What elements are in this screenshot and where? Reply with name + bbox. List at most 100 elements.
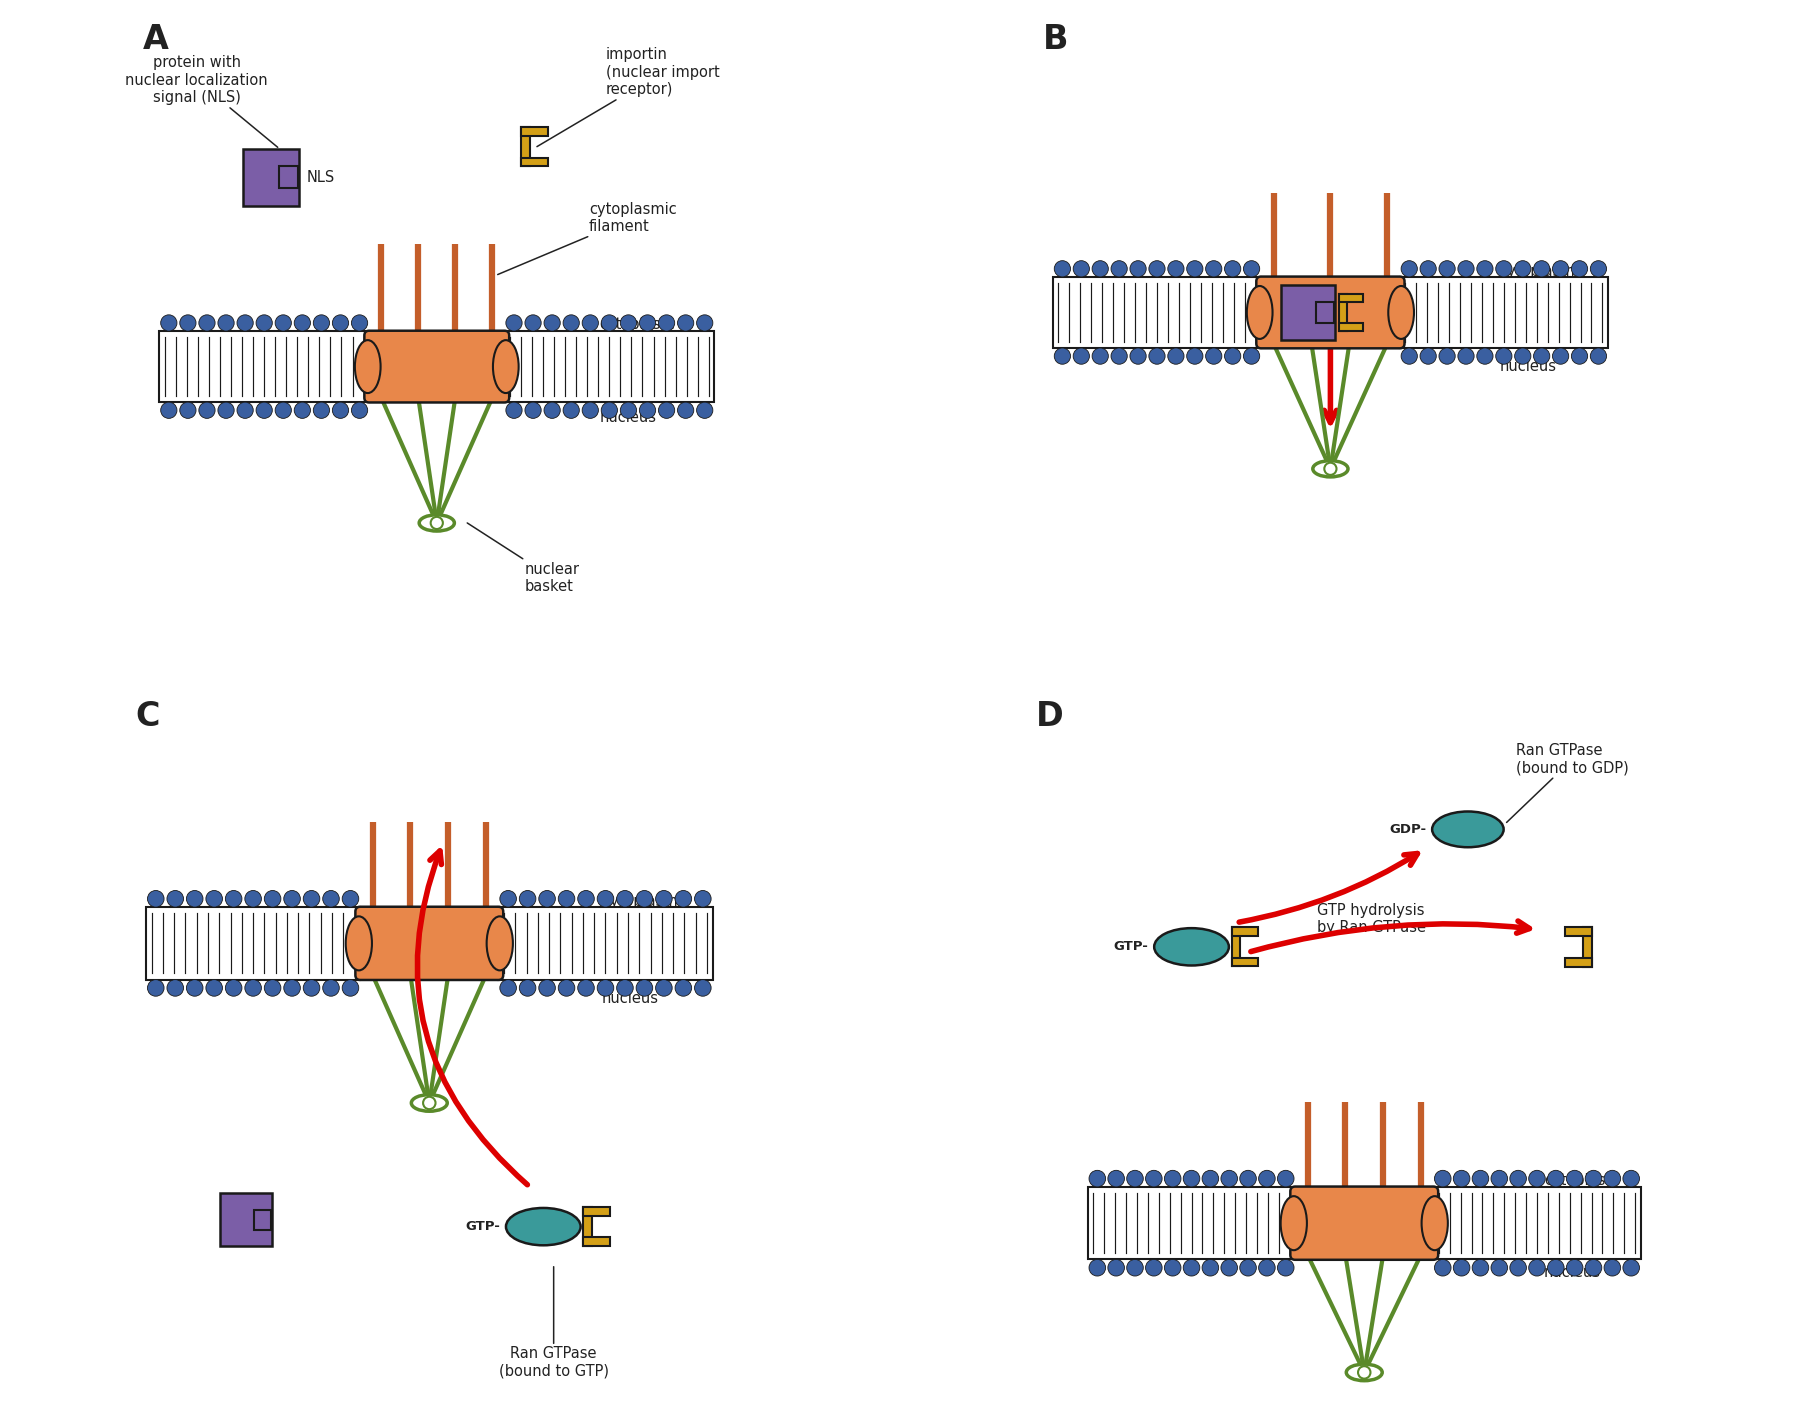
Circle shape [640,402,655,419]
Bar [1088,1187,1295,1259]
Circle shape [1130,261,1146,276]
Circle shape [322,980,340,997]
Ellipse shape [1281,1196,1306,1251]
Text: cytoplasmic
filament: cytoplasmic filament [498,202,677,275]
Circle shape [655,891,673,907]
Bar [522,127,548,135]
Circle shape [1533,348,1550,364]
Circle shape [538,980,555,997]
Circle shape [1244,348,1261,364]
Circle shape [558,891,575,907]
Circle shape [333,314,349,331]
Circle shape [526,314,542,331]
Circle shape [1244,261,1261,276]
Bar [146,907,360,980]
Circle shape [1566,1259,1583,1276]
FancyArrowPatch shape [1239,853,1417,922]
Circle shape [655,980,673,997]
Circle shape [1130,348,1146,364]
Circle shape [1090,1170,1106,1187]
Circle shape [1221,1170,1237,1187]
Circle shape [658,402,675,419]
Circle shape [284,980,300,997]
Circle shape [1421,261,1437,276]
Circle shape [697,314,713,331]
Circle shape [695,891,711,907]
Circle shape [1150,348,1166,364]
Text: cytoplasm: cytoplasm [1499,264,1575,279]
Circle shape [264,891,280,907]
Circle shape [617,980,633,997]
Circle shape [256,402,273,419]
Circle shape [578,980,595,997]
Circle shape [206,980,222,997]
Circle shape [246,980,262,997]
Circle shape [236,314,253,331]
Circle shape [246,891,262,907]
Circle shape [1457,348,1473,364]
Circle shape [1182,1259,1201,1276]
Circle shape [1401,261,1417,276]
Circle shape [1150,261,1166,276]
Circle shape [500,980,517,997]
Bar [253,1210,271,1230]
Circle shape [1604,1170,1621,1187]
Bar [1339,293,1346,331]
Ellipse shape [493,340,518,393]
Circle shape [180,314,196,331]
Ellipse shape [1388,286,1413,338]
Circle shape [431,517,442,529]
Ellipse shape [418,515,455,532]
Circle shape [1552,261,1568,276]
Circle shape [675,891,691,907]
Circle shape [147,980,164,997]
Circle shape [602,314,617,331]
Circle shape [218,314,235,331]
Circle shape [620,402,637,419]
Circle shape [695,980,711,997]
Circle shape [1206,261,1222,276]
Bar [498,907,713,980]
Circle shape [506,402,522,419]
Circle shape [1572,261,1588,276]
Text: GTP hydrolysis
by Ran GTPase: GTP hydrolysis by Ran GTPase [1317,902,1426,935]
Circle shape [1566,1170,1583,1187]
Text: GDP-: GDP- [1390,823,1426,836]
Circle shape [1241,1259,1257,1276]
Circle shape [304,980,320,997]
Circle shape [1495,348,1512,364]
Circle shape [180,402,196,419]
Circle shape [1439,261,1455,276]
Circle shape [1584,1259,1603,1276]
Circle shape [506,314,522,331]
Text: Ran GTPase
(bound to GDP): Ran GTPase (bound to GDP) [1506,743,1630,822]
Circle shape [1111,261,1128,276]
Text: C: C [136,699,160,733]
Circle shape [1091,348,1108,364]
Circle shape [1572,348,1588,364]
Bar [584,1207,591,1246]
Circle shape [637,891,653,907]
Bar [1433,1187,1641,1259]
Circle shape [500,891,517,907]
Circle shape [313,314,329,331]
Circle shape [1472,1259,1488,1276]
Bar [242,148,300,206]
Text: B: B [1042,23,1068,55]
Text: nucleus: nucleus [1499,360,1557,374]
Circle shape [1182,1170,1201,1187]
FancyArrowPatch shape [417,850,528,1184]
Bar [1564,926,1592,936]
Circle shape [1277,1259,1293,1276]
Circle shape [160,402,176,419]
Ellipse shape [346,916,371,970]
Ellipse shape [1346,1363,1382,1380]
Bar [522,158,548,166]
Circle shape [1359,1366,1370,1379]
Circle shape [1126,1170,1144,1187]
Circle shape [295,402,311,419]
Circle shape [620,314,637,331]
Circle shape [518,891,537,907]
Circle shape [1590,348,1606,364]
Bar [278,166,298,188]
